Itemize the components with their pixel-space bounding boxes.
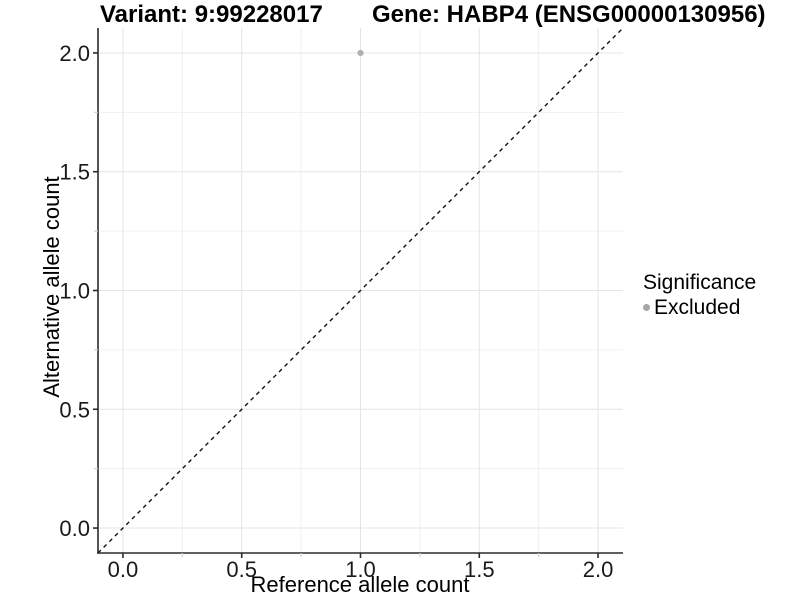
- legend-item-excluded: Excluded: [643, 296, 756, 319]
- data-point: [357, 49, 364, 57]
- legend: Significance Excluded: [643, 271, 756, 319]
- y-tick-label: 1.5: [59, 160, 90, 185]
- y-axis-title: Alternative allele count: [39, 176, 64, 398]
- y-tick-label: 1.0: [59, 279, 90, 304]
- x-tick-label: 1.5: [464, 557, 495, 582]
- x-axis-title: Reference allele count: [250, 572, 470, 597]
- y-tick-label: 0.0: [59, 516, 90, 541]
- plot-title-gene: Gene: HABP4 (ENSG00000130956): [372, 1, 766, 28]
- x-tick-label: 0.0: [108, 557, 139, 582]
- x-tick-label: 0.5: [226, 557, 257, 582]
- identity-dashed-line: [97, 27, 624, 554]
- legend-key-dot: [643, 304, 650, 311]
- y-tick-label: 0.5: [59, 397, 90, 422]
- y-tick-label: 2.0: [59, 41, 90, 66]
- plot-title-variant: Variant: 9:99228017: [100, 1, 323, 28]
- x-tick-label: 1.0: [345, 557, 376, 582]
- legend-title: Significance: [643, 271, 757, 294]
- x-tick-label: 2.0: [583, 557, 614, 582]
- legend-item-label: Excluded: [654, 296, 741, 319]
